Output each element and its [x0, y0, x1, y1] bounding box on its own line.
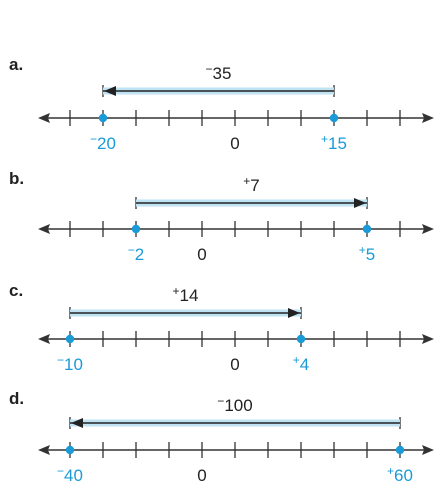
point-label: −40	[57, 464, 83, 485]
zero-label: 0	[230, 355, 239, 374]
zero-label: 0	[197, 466, 206, 485]
point-label: +15	[321, 132, 347, 153]
point-dot	[132, 225, 140, 233]
point-dot	[363, 225, 371, 233]
problem-label: c.	[9, 281, 23, 300]
zero-label: 0	[197, 245, 206, 264]
zero-label: 0	[230, 134, 239, 153]
point-dot	[66, 446, 74, 454]
point-label: −10	[57, 353, 83, 374]
arrow-value-label: +7	[243, 174, 259, 195]
point-dot	[396, 446, 404, 454]
problem-label: d.	[9, 389, 24, 408]
arrow-value-label: −35	[206, 62, 232, 83]
point-label: −2	[128, 243, 144, 264]
point-label: +60	[387, 464, 413, 485]
point-dot	[99, 114, 107, 122]
problem-label: a.	[9, 55, 23, 74]
point-dot	[330, 114, 338, 122]
point-dot	[297, 335, 305, 343]
point-label: +5	[359, 243, 375, 264]
problem-label: b.	[9, 169, 24, 188]
point-label: −20	[90, 132, 116, 153]
point-dot	[66, 335, 74, 343]
point-label: +4	[293, 353, 309, 374]
arrow-value-label: −100	[217, 394, 252, 415]
arrow-value-label: +14	[173, 284, 199, 305]
